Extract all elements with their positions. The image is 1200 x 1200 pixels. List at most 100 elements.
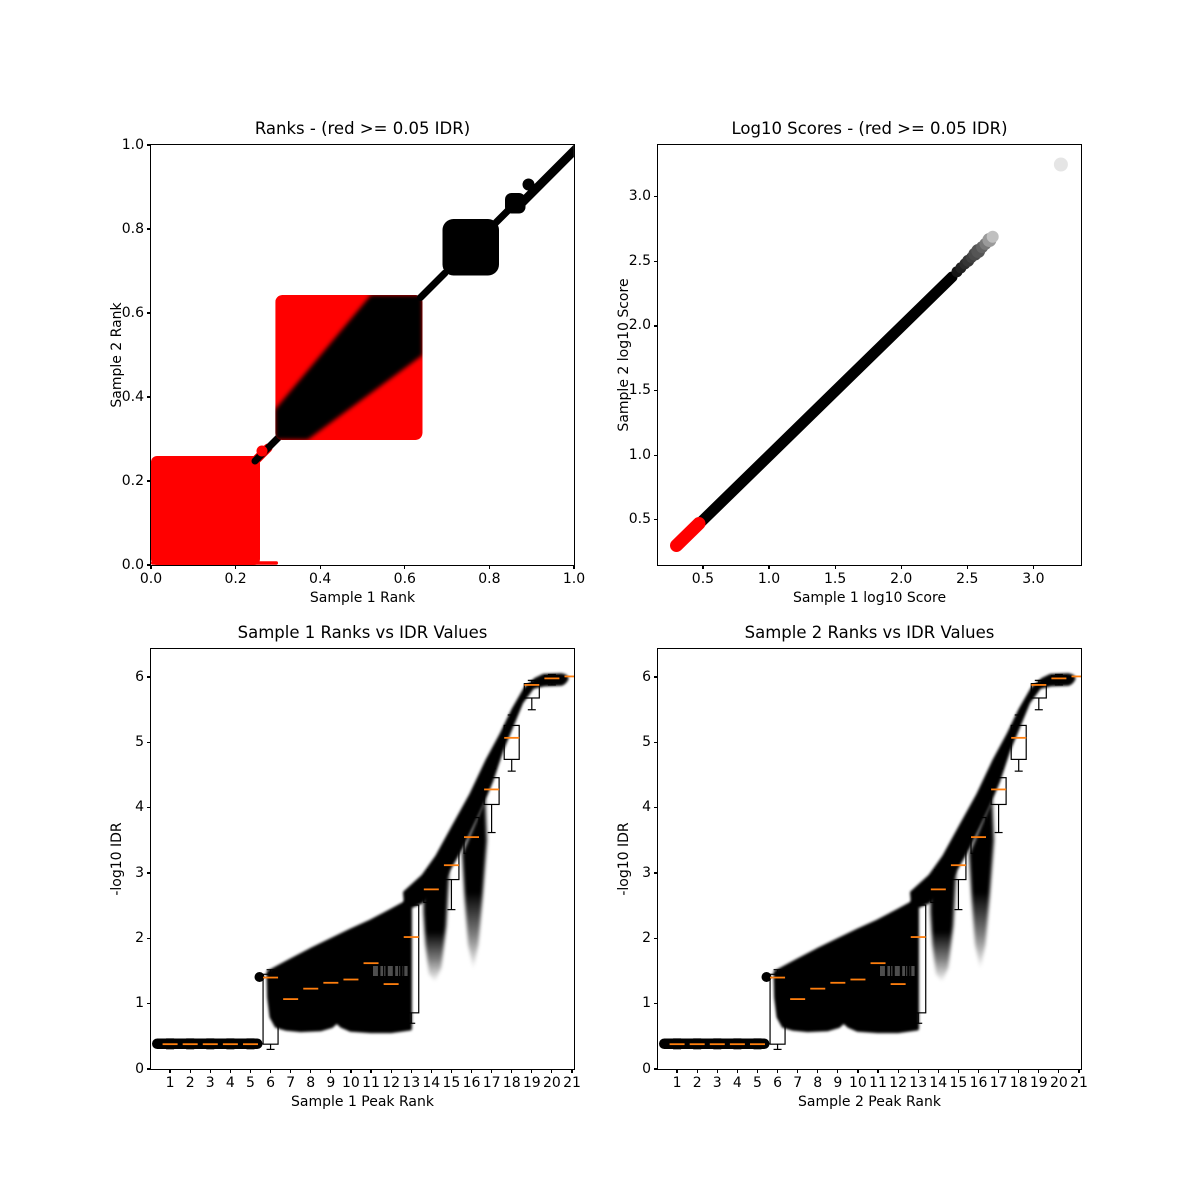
x-tick-mark [571, 1069, 573, 1073]
x-tick-mark [1018, 1069, 1020, 1073]
y-axis-label: -log10 IDR [109, 822, 125, 896]
x-tick-label: 20 [1049, 1075, 1068, 1091]
y-tick-mark [147, 228, 151, 230]
x-tick-mark [551, 1069, 553, 1073]
x-tick-mark [696, 1069, 698, 1073]
x-tick-mark [937, 1069, 939, 1073]
ranks-scatter-canvas [151, 145, 574, 565]
y-tick-mark [654, 454, 658, 456]
x-tick-label: 11 [869, 1075, 887, 1091]
y-tick-label: 3 [135, 864, 144, 881]
x-tick-label: 0.8 [478, 571, 501, 587]
y-tick-label: 1 [642, 995, 651, 1012]
x-tick-label: 1.0 [562, 571, 586, 587]
sample2-rank-vs-idr-plot: Sample 2 Ranks vs IDR Values Sample 2 Pe… [616, 623, 1088, 1110]
x-axis-label: Sample 2 Peak Rank [798, 1094, 941, 1110]
y-tick-mark [147, 872, 151, 874]
x-tick-mark [290, 1069, 292, 1073]
x-tick-mark [817, 1069, 819, 1073]
fading-gray-points [951, 230, 999, 278]
x-tick-label: 10 [342, 1075, 360, 1091]
y-tick-label: 3 [642, 864, 651, 881]
y-tick-mark [654, 260, 658, 262]
y-tick-label: 1.5 [628, 382, 651, 399]
x-tick-label: 3 [712, 1075, 722, 1091]
x-tick-label: 11 [362, 1075, 380, 1091]
x-axis-label: Sample 1 Peak Rank [291, 1094, 434, 1110]
x-tick-mark [756, 1069, 759, 1073]
x-tick-mark [531, 1069, 533, 1073]
y-tick-mark [147, 807, 151, 809]
x-tick-label: 0.4 [309, 571, 332, 587]
x-tick-mark [488, 565, 490, 569]
boxplot-overlay [161, 673, 574, 1051]
x-tick-label: 21 [1070, 1075, 1088, 1091]
x-tick-mark [235, 565, 237, 569]
plot-title: Log10 Scores - (red >= 0.05 IDR) [731, 119, 1008, 138]
log10-scores-scatter-plot: Log10 Scores - (red >= 0.05 IDR) Sample … [616, 119, 1082, 606]
x-tick-mark [229, 1069, 231, 1073]
y-tick-label: 0.8 [121, 220, 144, 237]
y-tick-mark [147, 676, 151, 678]
y-tick-label: 0.4 [121, 388, 144, 405]
x-tick-mark [189, 1069, 191, 1073]
x-tick-label: 1 [672, 1075, 682, 1091]
x-tick-label: 3.0 [1022, 571, 1045, 587]
x-tick-mark [877, 1069, 879, 1073]
x-tick-label: 17 [989, 1075, 1008, 1091]
y-tick-label: 3.0 [628, 188, 651, 205]
y-tick-label: 1 [135, 995, 144, 1012]
x-tick-label: 14 [929, 1075, 948, 1091]
x-tick-mark [491, 1069, 493, 1073]
x-tick-mark [370, 1069, 372, 1073]
y-tick-label: 6 [642, 668, 651, 685]
x-tick-label: 2 [185, 1075, 195, 1091]
x-tick-mark [1058, 1069, 1060, 1073]
x-tick-mark [470, 1069, 473, 1073]
x-tick-label: 3 [205, 1075, 215, 1091]
boxplot-overlay [668, 673, 1081, 1051]
x-tick-mark [450, 1069, 452, 1073]
x-tick-mark [998, 1069, 1000, 1073]
x-tick-mark [1078, 1069, 1080, 1073]
y-tick-label: 0.5 [628, 511, 651, 528]
y-tick-label: 1.0 [628, 446, 651, 463]
outlier-point [1053, 157, 1068, 172]
idr-scatter-canvas [151, 649, 574, 1069]
x-tick-mark [736, 1069, 738, 1073]
y-tick-mark [147, 741, 151, 743]
x-tick-label: 13 [909, 1075, 928, 1091]
x-tick-label: 9 [833, 1075, 843, 1091]
y-tick-mark [147, 480, 151, 482]
y-tick-mark [147, 937, 151, 939]
y-tick-label: 2 [135, 929, 144, 946]
x-tick-label: 6 [773, 1075, 783, 1091]
x-tick-label: 6 [266, 1075, 276, 1091]
x-tick-mark [209, 1069, 211, 1073]
x-tick-label: 7 [793, 1075, 803, 1091]
y-tick-mark [654, 872, 658, 874]
x-tick-label: 13 [402, 1075, 421, 1091]
y-tick-mark [147, 312, 151, 314]
ranks-scatter-plot: Ranks - (red >= 0.05 IDR) Sample 1 Rank … [109, 119, 585, 606]
x-tick-mark [410, 1069, 412, 1073]
x-tick-label: 0.2 [224, 571, 247, 587]
y-tick-label: 4 [642, 799, 651, 816]
x-tick-mark [768, 565, 770, 569]
x-tick-label: 1 [165, 1075, 175, 1091]
x-tick-mark [977, 1069, 980, 1073]
x-tick-label: 16 [462, 1075, 481, 1091]
y-tick-label: 5 [642, 733, 651, 750]
x-tick-label: 8 [306, 1075, 316, 1091]
x-tick-mark [390, 1069, 392, 1073]
plot-title: Ranks - (red >= 0.05 IDR) [254, 119, 471, 138]
x-tick-label: 12 [889, 1075, 908, 1091]
x-tick-label: 1.0 [757, 571, 781, 587]
y-tick-mark [654, 196, 658, 198]
x-tick-label: 2.0 [890, 571, 913, 587]
y-tick-mark [654, 807, 658, 809]
x-tick-label: 4 [225, 1075, 235, 1091]
x-tick-mark [837, 1069, 839, 1073]
y-tick-mark [147, 396, 151, 398]
x-tick-label: 20 [542, 1075, 561, 1091]
